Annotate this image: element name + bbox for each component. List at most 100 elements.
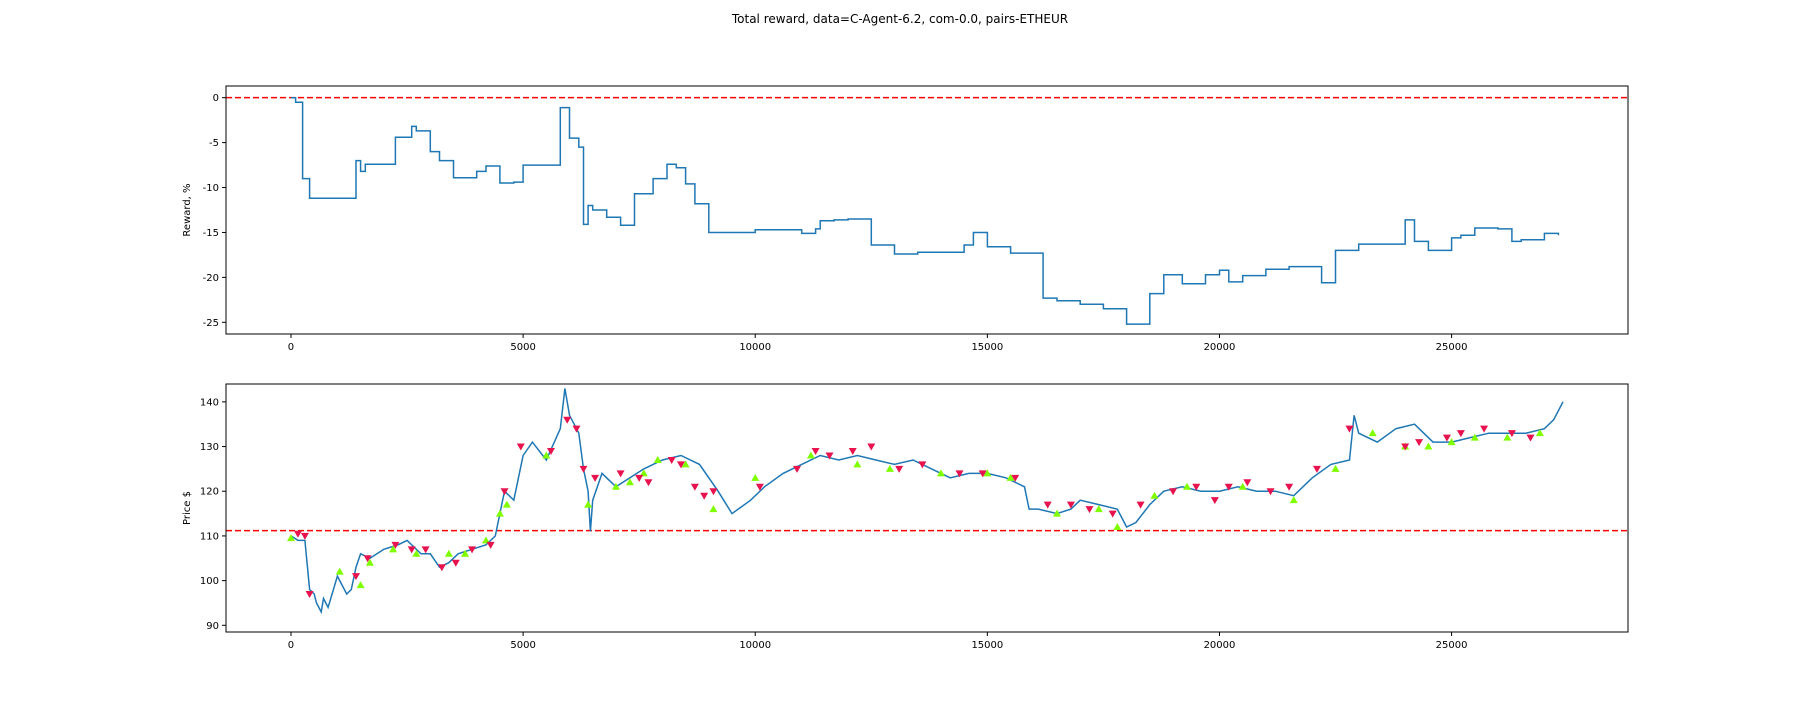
reward-x-tick-label: 0 (288, 342, 294, 353)
sell-marker (1108, 510, 1117, 518)
sell-marker (1345, 425, 1354, 433)
sell-marker (1401, 443, 1410, 451)
reward-series-line (291, 96, 1560, 325)
buy-marker (1289, 496, 1298, 504)
sell-marker (293, 530, 302, 538)
buy-marker (936, 469, 945, 477)
buy-marker (1113, 522, 1122, 530)
sell-marker (1011, 474, 1020, 482)
sell-marker (1169, 488, 1178, 496)
sell-marker (1243, 479, 1252, 487)
price-y-tick-label: 90 (206, 621, 219, 632)
sell-marker (572, 425, 581, 433)
sell-marker (591, 474, 600, 482)
buy-marker (542, 451, 551, 459)
price-x-tick-label: 20000 (1204, 640, 1236, 651)
sell-marker (546, 448, 555, 456)
buy-marker (461, 549, 470, 557)
price-y-tick-label: 120 (200, 487, 219, 498)
buy-marker (1006, 473, 1015, 481)
reward-axes-frame (225, 85, 1629, 335)
sell-marker (848, 448, 857, 456)
buy-marker (481, 536, 490, 544)
reward-x-tick-label: 5000 (510, 342, 535, 353)
sell-marker (1415, 439, 1424, 447)
price-x-tick-label: 25000 (1436, 640, 1468, 651)
sell-marker (1312, 465, 1321, 473)
sell-marker (793, 465, 802, 473)
buy-marker (444, 549, 453, 557)
price-x-tick-label: 15000 (971, 640, 1003, 651)
buy-marker (1503, 433, 1512, 441)
sell-marker (516, 443, 525, 451)
buy-marker (653, 455, 662, 463)
reward-y-tick-label: -25 (203, 318, 219, 329)
sell-marker (1085, 506, 1094, 514)
sell-marker (579, 465, 588, 473)
price-y-tick-label: 140 (200, 397, 219, 408)
price-series-line (290, 388, 1564, 615)
buy-marker (365, 558, 374, 566)
sell-marker (1442, 434, 1451, 442)
sell-marker (825, 452, 834, 460)
sell-marker (1285, 483, 1294, 491)
sell-marker (351, 573, 360, 581)
reward-chart: 0 5000 10000 15000 20000 25000 -25 -20 -15 -10 -5 0… (182, 85, 1629, 353)
sell-marker (918, 461, 927, 469)
buy-marker (1150, 491, 1159, 499)
buy-marker (412, 549, 421, 557)
sell-marker (1526, 434, 1535, 442)
sell-marker (895, 465, 904, 473)
price-axes-frame (225, 383, 1629, 633)
buy-marker (639, 469, 648, 477)
buy-marker (885, 464, 894, 472)
buy-marker (1470, 433, 1479, 441)
sell-marker (811, 448, 820, 456)
sell-marker (500, 488, 509, 496)
buy-marker (356, 581, 365, 589)
buy-marker (1424, 442, 1433, 450)
buy-marker (709, 505, 718, 513)
sell-marker (486, 541, 495, 549)
sell-marker (1224, 483, 1233, 491)
sell-marker (305, 591, 314, 599)
price-x-tick-label: 10000 (739, 640, 771, 651)
buy-marker (611, 482, 620, 490)
reward-y-axis-label: Reward, % (182, 183, 193, 236)
buy-marker (389, 545, 398, 553)
sell-marker (437, 564, 446, 572)
reward-x-tick-label: 10000 (739, 342, 771, 353)
sell-marker (1210, 497, 1219, 505)
buy-marker (751, 473, 760, 481)
buy-marker (335, 567, 344, 575)
buy-marker (806, 451, 815, 459)
reward-x-tick-label: 15000 (971, 342, 1003, 353)
sell-marker (1507, 430, 1516, 438)
price-y-axis-label: Price $ (182, 491, 193, 525)
buy-marker (1094, 505, 1103, 513)
sell-marker (1066, 501, 1075, 509)
buy-marker (1238, 482, 1247, 490)
reward-y-tick-label: -10 (203, 183, 219, 194)
reward-y-tick-label: -5 (209, 138, 219, 149)
reward-plot-area (226, 96, 1628, 325)
sell-marker (563, 416, 572, 424)
sell-marker (1480, 425, 1489, 433)
buy-marker (286, 534, 295, 542)
sell-marker (407, 546, 416, 554)
reward-y-tick-label: 0 (213, 93, 219, 104)
reward-x-tick-label: 25000 (1436, 342, 1468, 353)
buy-marker (625, 478, 634, 486)
sell-marker (709, 488, 718, 496)
price-plot-area (226, 388, 1628, 615)
sell-marker (635, 474, 644, 482)
buy-marker (1535, 429, 1544, 437)
sell-marker (700, 492, 709, 500)
buy-marker (983, 469, 992, 477)
price-x-tick-label: 5000 (510, 640, 535, 651)
sell-marker (363, 555, 372, 563)
sell-marker (955, 470, 964, 478)
sell-marker (616, 470, 625, 478)
reward-y-tick-label: -20 (203, 273, 219, 284)
buy-marker (1182, 482, 1191, 490)
